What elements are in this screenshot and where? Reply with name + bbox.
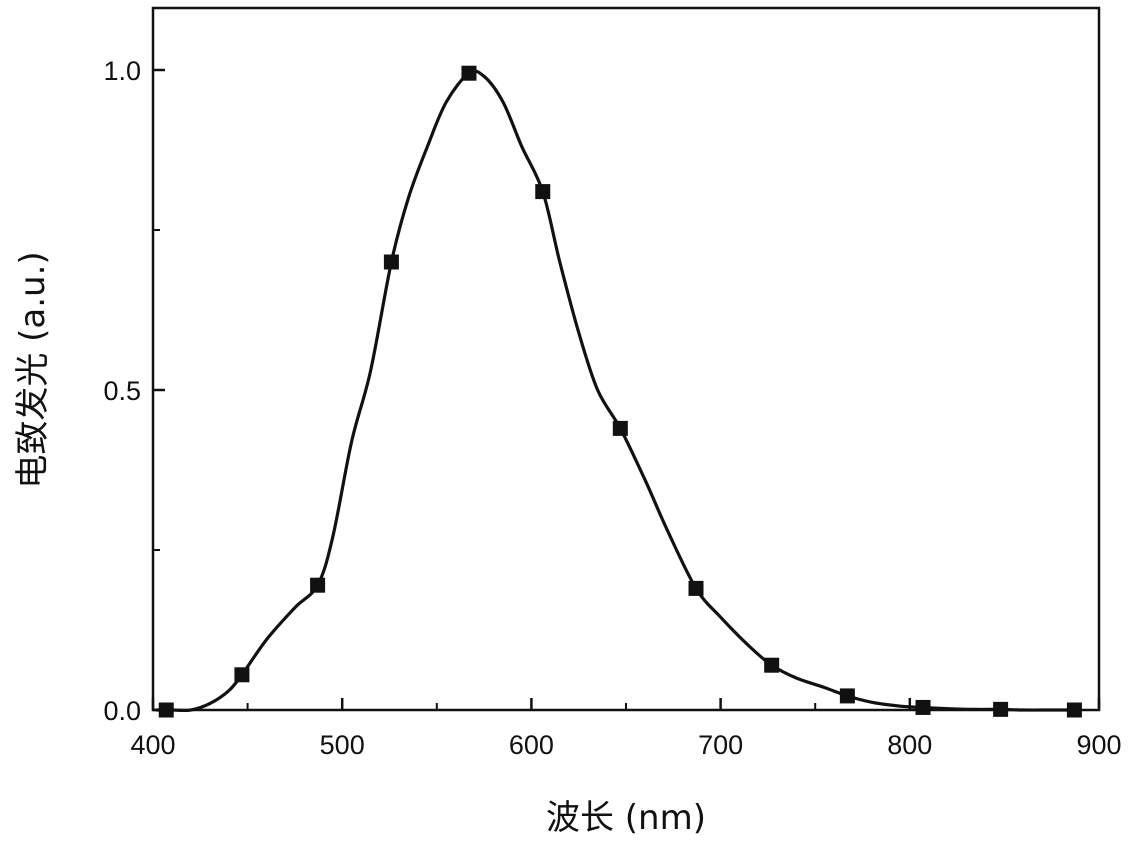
data-point-marker xyxy=(158,702,174,718)
data-point-marker xyxy=(535,184,551,200)
y-tick-label: 0.0 xyxy=(103,696,141,726)
data-point-marker xyxy=(234,667,250,683)
x-tick-label: 700 xyxy=(698,730,743,760)
x-tick-label: 600 xyxy=(509,730,554,760)
series-layer xyxy=(155,65,1082,718)
x-axis: 400 500 600 700 800 900 xyxy=(130,698,1122,760)
y-tick-label: 0.5 xyxy=(103,376,141,406)
x-axis-title: 波长 (nm) xyxy=(546,798,706,838)
data-point-marker xyxy=(839,688,855,704)
data-point-marker xyxy=(993,701,1009,717)
x-tick-label: 500 xyxy=(320,730,365,760)
data-point-marker xyxy=(688,580,704,596)
plot-frame xyxy=(151,6,1101,712)
x-tick-label: 800 xyxy=(887,730,932,760)
data-point-marker xyxy=(612,420,628,436)
data-point-marker xyxy=(764,657,780,673)
y-tick-label: 1.0 xyxy=(103,56,141,86)
data-point-marker xyxy=(461,65,477,81)
x-tick-label: 400 xyxy=(130,730,175,760)
data-point-marker xyxy=(915,699,931,715)
y-axis: 0.0 0.5 1.0 xyxy=(103,56,165,726)
data-point-marker xyxy=(310,577,326,593)
data-point-marker xyxy=(383,254,399,270)
y-axis-title: 电致发光 (a.u.) xyxy=(13,251,53,488)
series-line xyxy=(155,69,1076,713)
x-tick-label: 900 xyxy=(1076,730,1121,760)
data-point-marker xyxy=(1066,702,1082,718)
